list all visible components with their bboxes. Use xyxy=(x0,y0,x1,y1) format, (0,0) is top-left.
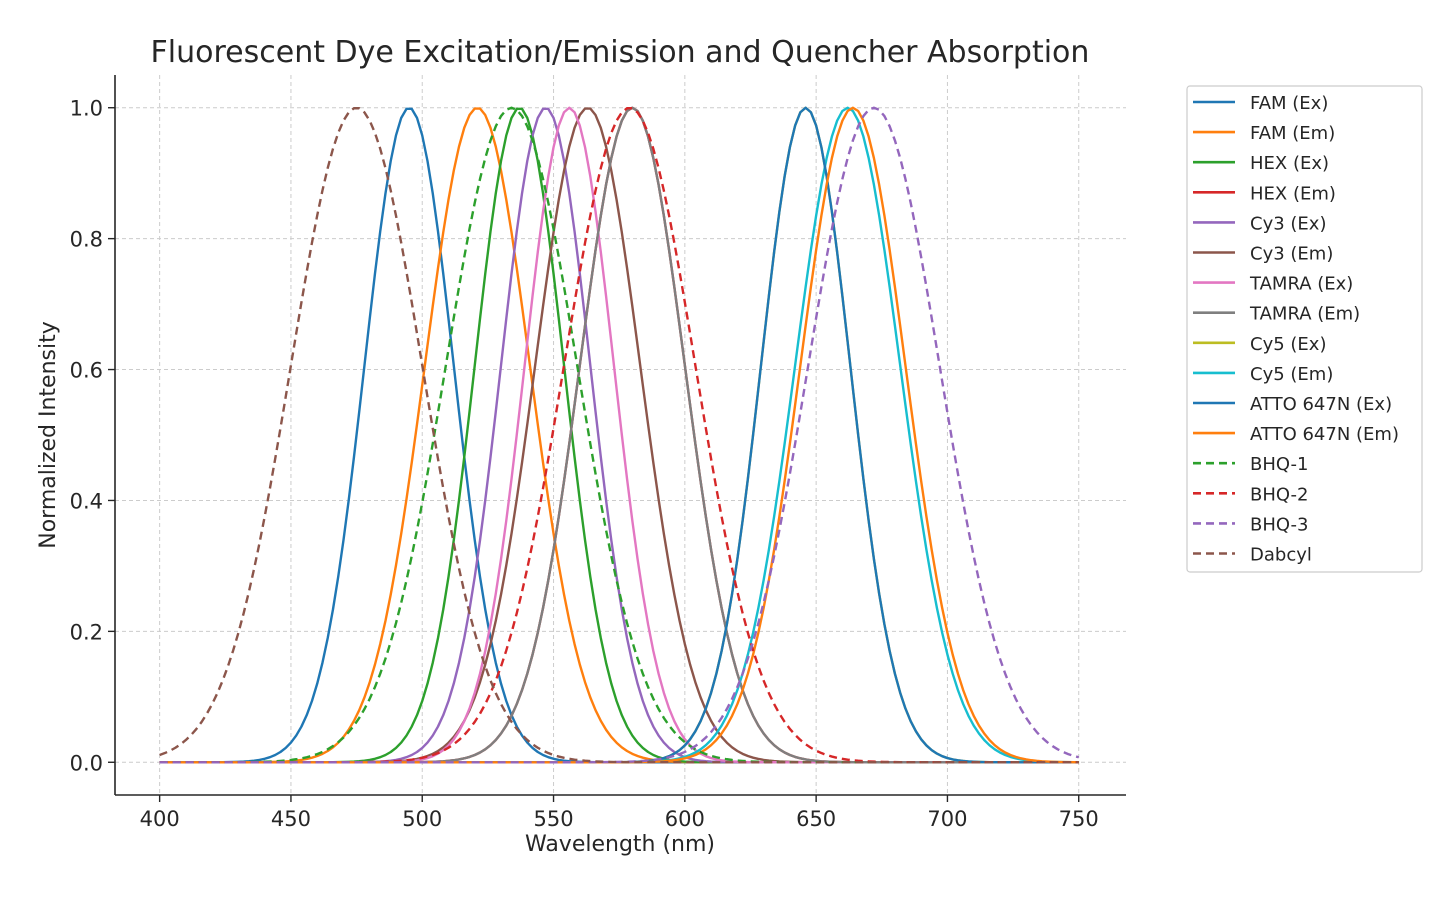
legend-label: Cy5 (Ex) xyxy=(1250,334,1326,355)
legend-label: Dabcyl xyxy=(1250,545,1312,566)
legend-label: TAMRA (Em) xyxy=(1249,304,1360,325)
legend-frame xyxy=(1186,85,1423,573)
chart-title: Fluorescent Dye Excitation/Emission and … xyxy=(151,35,1090,70)
legend: FAM (Ex) FAM (Em) HEX (Ex) HEX (Em) Cy3 (Ex)… xyxy=(1186,85,1423,573)
series-line-bhq-3 xyxy=(159,106,1080,764)
x-tick-label: 500 xyxy=(402,807,442,831)
y-tick-label: 0.6 xyxy=(70,359,103,383)
y-ticks: 0.0 0.2 0.4 0.6 0.8 1.0 xyxy=(70,97,115,775)
legend-label: HEX (Em) xyxy=(1250,183,1336,204)
legend-label: ATTO 647N (Em) xyxy=(1250,424,1399,445)
legend-label: FAM (Em) xyxy=(1250,123,1335,144)
legend-label: HEX (Ex) xyxy=(1250,153,1329,174)
y-tick-label: 0.0 xyxy=(70,751,103,775)
series-layer xyxy=(159,106,1080,764)
y-tick-label: 0.8 xyxy=(70,228,103,252)
series-line-dabcyl xyxy=(159,107,1079,764)
y-tick-label: 1.0 xyxy=(70,97,103,121)
y-tick-label: 0.2 xyxy=(70,620,103,644)
legend-label: TAMRA (Ex) xyxy=(1249,274,1353,295)
x-tick-label: 650 xyxy=(796,807,836,831)
x-axis-label: Wavelength (nm) xyxy=(525,832,715,857)
legend-label: ATTO 647N (Ex) xyxy=(1250,394,1392,415)
x-tick-label: 400 xyxy=(140,807,180,831)
x-tick-label: 450 xyxy=(271,807,311,831)
legend-label: BHQ-1 xyxy=(1250,454,1309,475)
x-tick-label: 550 xyxy=(533,807,573,831)
legend-label: BHQ-2 xyxy=(1250,484,1309,505)
x-tick-label: 750 xyxy=(1059,807,1099,831)
legend-label: FAM (Ex) xyxy=(1250,93,1328,114)
legend-label: Cy3 (Ex) xyxy=(1250,213,1326,234)
legend-label: Cy5 (Em) xyxy=(1250,364,1333,385)
axes xyxy=(114,75,1126,796)
x-ticks: 400 450 500 550 600 650 700 750 xyxy=(140,795,1099,831)
y-axis-label: Normalized Intensity xyxy=(36,321,61,549)
legend-label: Cy3 (Em) xyxy=(1250,244,1333,265)
x-tick-label: 600 xyxy=(665,807,705,831)
x-tick-label: 700 xyxy=(927,807,967,831)
legend-label: BHQ-3 xyxy=(1250,514,1309,535)
y-tick-label: 0.4 xyxy=(70,489,103,513)
